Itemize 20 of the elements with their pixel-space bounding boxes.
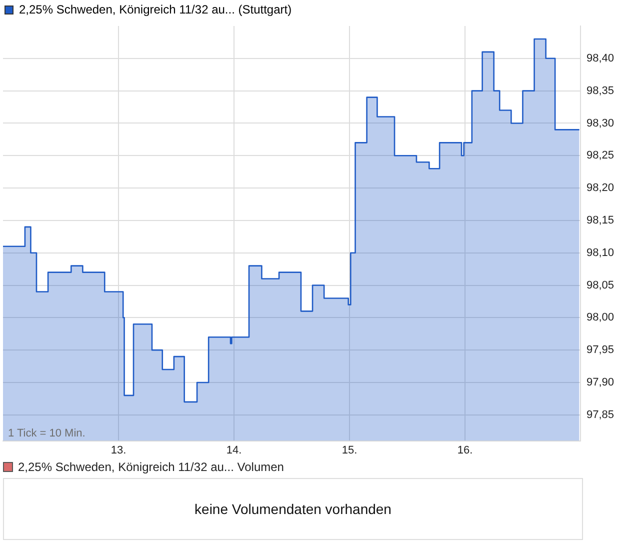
text: 2,25% Schweden, Königreich 11/32 au... Volumen	[18, 460, 284, 474]
y-tick-label: 97,90	[586, 376, 614, 388]
y-tick-label: 98,05	[586, 279, 614, 292]
x-tick-label: 16.	[457, 444, 473, 456]
y-tick-label: 97,85	[586, 408, 614, 421]
y-tick-label: 98,00	[586, 312, 614, 324]
x-tick-label: 13.	[110, 444, 126, 456]
x-tick-label: 15.	[342, 444, 358, 456]
y-tick-label: 98,20	[586, 182, 614, 194]
y-tick-label: 98,35	[586, 84, 614, 97]
x-tick-label: 14.	[226, 444, 242, 456]
text: keine Volumendaten vorhanden	[3, 478, 583, 540]
annotation: 1 Tick = 10 Min.	[8, 427, 86, 440]
y-tick-label: 98,25	[586, 150, 614, 162]
y-tick-label: 98,15	[586, 214, 614, 226]
y-tick-label: 97,95	[586, 344, 614, 356]
legend-label: 2,25% Schweden, Königreich 11/32 au... (Stuttgart)	[19, 2, 292, 16]
y-tick-label: 98,30	[586, 117, 614, 130]
y-tick-label: 98,10	[586, 246, 614, 259]
y-tick-label: 98,40	[586, 52, 614, 64]
